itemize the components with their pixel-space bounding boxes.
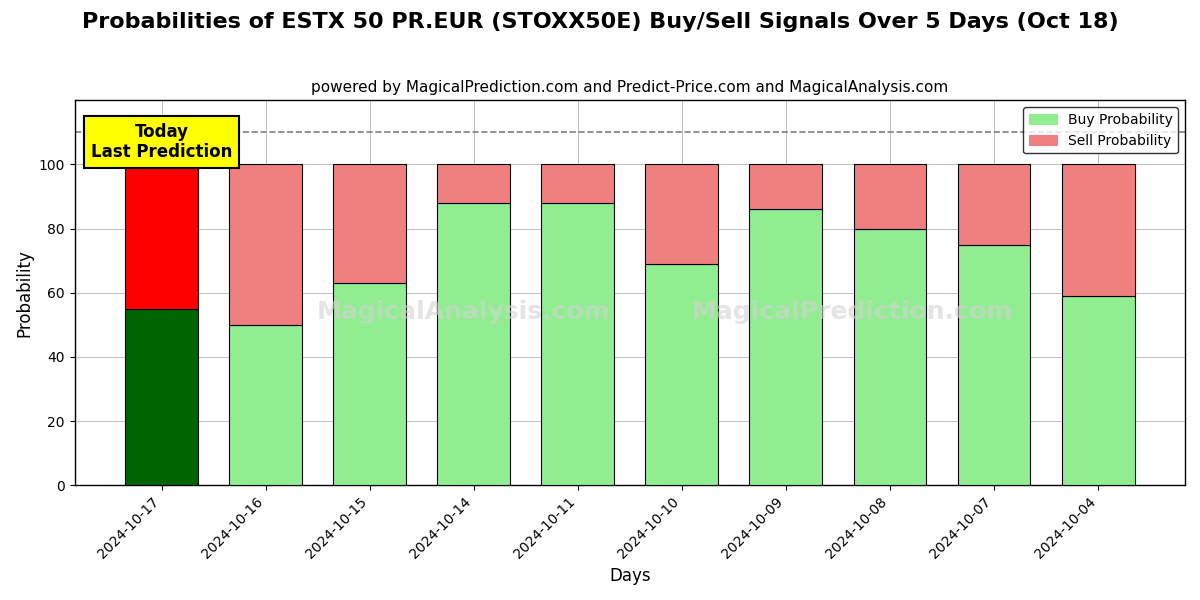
Bar xyxy=(541,203,614,485)
Bar xyxy=(125,309,198,485)
Bar xyxy=(958,164,1031,245)
Bar xyxy=(853,164,926,229)
Bar xyxy=(541,164,614,203)
Y-axis label: Probability: Probability xyxy=(16,249,34,337)
Bar xyxy=(1062,164,1134,296)
Legend: Buy Probability, Sell Probability: Buy Probability, Sell Probability xyxy=(1024,107,1178,154)
Bar xyxy=(1062,296,1134,485)
Bar xyxy=(125,164,198,309)
Bar xyxy=(334,164,406,283)
Bar xyxy=(229,164,302,325)
Text: MagicalAnalysis.com: MagicalAnalysis.com xyxy=(317,300,610,324)
Text: Today
Last Prediction: Today Last Prediction xyxy=(91,122,233,161)
Text: Probabilities of ESTX 50 PR.EUR (STOXX50E) Buy/Sell Signals Over 5 Days (Oct 18): Probabilities of ESTX 50 PR.EUR (STOXX50… xyxy=(82,12,1118,32)
Bar xyxy=(437,164,510,203)
Bar xyxy=(229,325,302,485)
Bar xyxy=(750,164,822,209)
Bar xyxy=(646,164,719,264)
Bar xyxy=(334,283,406,485)
Text: MagicalPrediction.com: MagicalPrediction.com xyxy=(691,300,1013,324)
Bar xyxy=(853,229,926,485)
Bar xyxy=(958,245,1031,485)
Bar xyxy=(646,264,719,485)
Bar xyxy=(437,203,510,485)
X-axis label: Days: Days xyxy=(610,567,650,585)
Title: powered by MagicalPrediction.com and Predict-Price.com and MagicalAnalysis.com: powered by MagicalPrediction.com and Pre… xyxy=(311,80,948,95)
Bar xyxy=(750,209,822,485)
